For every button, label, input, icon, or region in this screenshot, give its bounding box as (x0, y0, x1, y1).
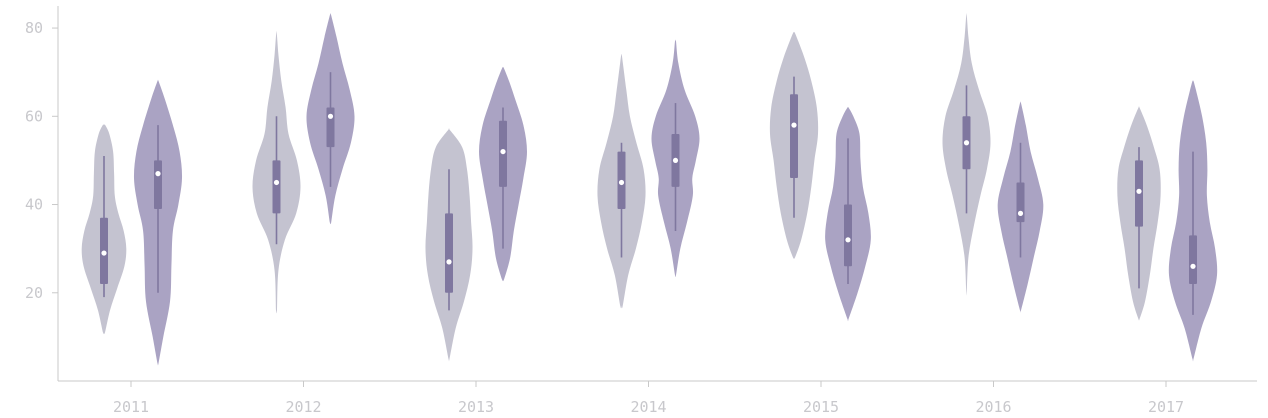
violin-2013-series-1 (425, 128, 473, 362)
y-tick-label: 80 (25, 19, 43, 37)
median-dot (101, 250, 107, 256)
median-dot (446, 259, 452, 265)
y-tick-label: 40 (25, 196, 43, 214)
violin-2015-series-1 (769, 31, 819, 259)
y-tick-label: 20 (25, 284, 43, 302)
median-dot (963, 140, 970, 146)
violin-2012-series-1 (252, 30, 301, 314)
x-tick-label: 2014 (630, 398, 666, 416)
x-tick-label: 2017 (1148, 398, 1184, 416)
median-dot (1190, 263, 1196, 269)
iqr-box (790, 94, 798, 179)
iqr-box (1016, 182, 1025, 223)
y-tick-label: 60 (25, 107, 43, 125)
iqr-box (844, 204, 852, 267)
violin-2013-series-2 (479, 66, 527, 282)
violin-2012-series-2 (306, 13, 355, 225)
y-axis-ticks: 20 40 60 80 (25, 19, 58, 302)
median-dot (273, 179, 280, 186)
violin-2014-series-1 (597, 53, 646, 309)
median-dot (327, 113, 334, 119)
violin-2017-series-2 (1168, 80, 1218, 362)
violin-2017-series-1 (1117, 106, 1161, 321)
iqr-box (1189, 235, 1197, 284)
iqr-box (445, 213, 453, 293)
x-tick-label: 2011 (113, 398, 149, 416)
violin-2016-series-1 (942, 13, 991, 296)
x-tick-label: 2012 (285, 398, 321, 416)
median-dot (500, 148, 506, 155)
x-tick-label: 2015 (803, 398, 839, 416)
iqr-box (272, 160, 281, 214)
violin-2014-series-2 (651, 39, 700, 278)
violin-2011-series-1 (81, 124, 127, 335)
violin-2011-series-2 (133, 79, 183, 366)
median-dot (672, 157, 679, 164)
plot-area (81, 13, 1218, 366)
iqr-box (326, 107, 335, 148)
median-dot (618, 179, 625, 186)
x-tick-label: 2016 (975, 398, 1011, 416)
violin-2016-series-2 (997, 101, 1044, 313)
x-axis-ticks: 2011 2012 2013 2014 2015 2016 2017 (113, 381, 1184, 416)
median-dot (1136, 188, 1142, 194)
median-dot (155, 171, 161, 177)
iqr-box (154, 160, 162, 209)
violin-2015-series-2 (825, 106, 871, 322)
x-tick-label: 2013 (458, 398, 494, 416)
median-dot (1017, 210, 1024, 216)
median-dot (845, 237, 851, 243)
median-dot (791, 122, 797, 128)
